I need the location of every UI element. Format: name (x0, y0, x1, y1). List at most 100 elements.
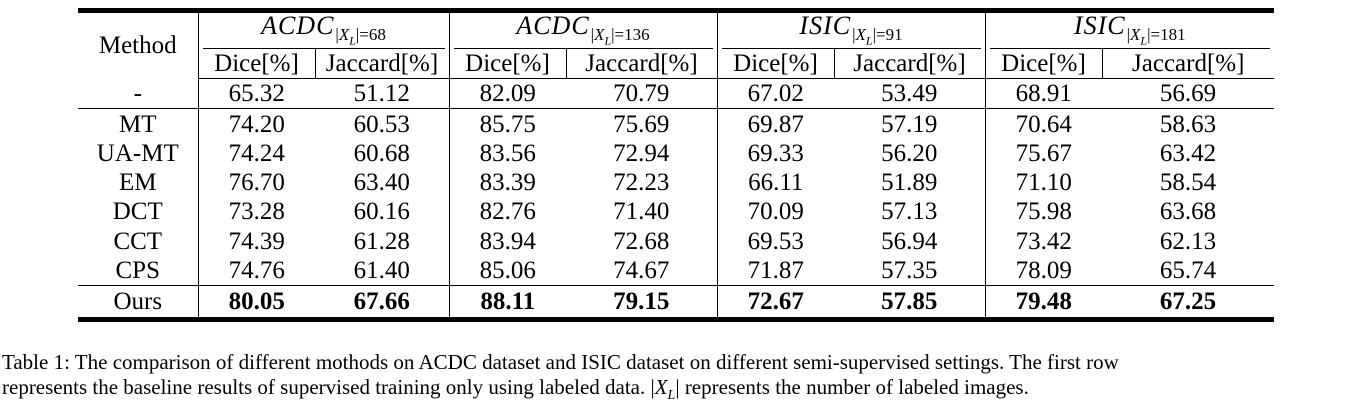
jaccard-cell: 58.54 (1159, 169, 1217, 197)
metric-header: Dice[%] (985, 49, 1103, 80)
method-cell: DCT (78, 197, 199, 227)
group-header: ACDC|XL|=136 (449, 8, 718, 50)
table-row: -65.32 51.12 82.09 70.79 67.02 53.49 68.91 56.6… (78, 78, 1274, 110)
dice-cell: 71.10 (1015, 169, 1072, 197)
dice-cell: 69.53 (747, 227, 804, 255)
group-header-row: Method ACDC|XL|=68 ACDC|XL|=136 ISIC|XL|… (78, 7, 1274, 79)
dice-cell: 74.24 (228, 139, 285, 167)
labeled-count: 68 (368, 25, 386, 44)
dice-cell: 83.39 (479, 169, 536, 197)
dice-cell: 73.28 (228, 198, 285, 226)
jaccard-cell: 65.74 (1159, 257, 1217, 285)
dice-cell: 83.94 (479, 227, 536, 255)
jaccard-cell: 51.12 (315, 78, 450, 110)
math-xl: |XL| (650, 375, 680, 404)
jaccard-cell: 53.49 (834, 78, 986, 110)
dice-cell: 85.06 (479, 257, 536, 285)
method-cell: - (78, 78, 199, 110)
dice-cell: 67.02 (717, 78, 834, 110)
dice-cell: 66.11 (748, 169, 804, 197)
jaccard-cell: 58.63 (1159, 110, 1217, 138)
metric-header-row: Dice[%] Jaccard[%] Dice[%] Jaccard[%] Di… (78, 49, 1274, 80)
dice-cell: 76.70 (228, 169, 285, 197)
table-row: CPS 74.76 61.40 85.06 74.67 71.87 57.35 78.09 65… (78, 255, 1274, 286)
method-cell: CPS (78, 255, 199, 286)
method-cell: EM (78, 167, 199, 198)
jaccard-cell: 57.13 (834, 197, 986, 227)
labeled-count: 136 (624, 25, 650, 44)
method-cell: UA-MT (78, 138, 199, 168)
metric-header: Dice[%] (717, 49, 835, 80)
jaccard-cell: 56.94 (834, 226, 986, 256)
table-row: MT 74.20 60.53 85.75 75.69 69.87 57.19 70.64 58.… (78, 108, 1274, 139)
dataset-name: ACDC (261, 11, 335, 40)
table-row: UA-MT 74.24 60.68 83.56 72.94 69.33 56.20 75.67… (78, 138, 1274, 168)
metric-header: Jaccard[%] (834, 49, 986, 80)
jaccard-cell: 72.94 (566, 138, 718, 168)
dataset-name: ISIC (799, 11, 852, 40)
table-row: CCT 74.39 61.28 83.94 72.68 69.53 56.94 73.42 62… (78, 226, 1274, 256)
jaccard-cell: 60.16 (315, 197, 450, 227)
dice-cell: 75.67 (1015, 139, 1072, 167)
group-header: ISIC|XL|=181 (985, 8, 1274, 50)
jaccard-cell: 57.19 (834, 108, 986, 139)
jaccard-cell: 56.20 (834, 138, 986, 168)
jaccard-cell: 57.85 (834, 285, 986, 323)
dice-cell: 80.05 (198, 285, 315, 323)
method-header: Method (78, 7, 199, 79)
jaccard-cell: 72.23 (566, 167, 718, 198)
dice-cell: 82.76 (479, 198, 536, 226)
jaccard-cell: 79.15 (566, 285, 718, 323)
dice-cell: 68.91 (985, 78, 1102, 110)
labeled-count: 181 (1160, 25, 1186, 44)
jaccard-cell: 63.40 (315, 167, 450, 198)
dice-cell: 70.64 (1015, 110, 1072, 138)
table-row: EM 76.70 63.40 83.39 72.23 66.11 51.89 71.10 58.… (78, 167, 1274, 198)
jaccard-cell: 71.40 (566, 197, 718, 227)
dice-cell: 71.87 (747, 257, 804, 285)
jaccard-cell: 51.89 (834, 167, 986, 198)
labeled-count: 91 (885, 25, 903, 44)
dice-cell: 78.09 (1015, 257, 1072, 285)
method-cell: CCT (78, 226, 199, 256)
table-row: Ours 80.05 67.66 88.11 79.15 72.67 57.85 79.48 6… (78, 285, 1274, 323)
jaccard-cell: 67.25 (1102, 285, 1274, 323)
jaccard-cell: 62.13 (1159, 227, 1217, 255)
jaccard-cell: 67.66 (315, 285, 450, 323)
jaccard-cell: 63.68 (1159, 198, 1217, 226)
dataset-name: ISIC (1073, 11, 1126, 40)
dice-cell: 82.09 (449, 78, 566, 110)
jaccard-cell: 57.35 (834, 255, 986, 286)
jaccard-cell: 60.68 (315, 138, 450, 168)
table-row: DCT 73.28 60.16 82.76 71.40 70.09 57.13 75.98 63… (78, 197, 1274, 227)
caption-line-2-start: represents the baseline results of super… (2, 375, 646, 399)
caption-line-2-end: represents the number of labeled images. (684, 375, 1029, 399)
caption-line-1: Table 1: The comparison of different mot… (2, 350, 1119, 374)
jaccard-cell: 70.79 (566, 78, 718, 110)
jaccard-cell: 61.28 (315, 226, 450, 256)
method-cell: MT (78, 108, 199, 139)
dice-cell: 72.67 (717, 285, 834, 323)
table-body: -65.32 51.12 82.09 70.79 67.02 53.49 68.91 56.6… (78, 78, 1274, 323)
jaccard-cell: 72.68 (566, 226, 718, 256)
metric-header: Jaccard[%] (315, 49, 450, 80)
jaccard-cell: 63.42 (1159, 139, 1217, 167)
dice-cell: 74.20 (228, 110, 285, 138)
comparison-table: Method ACDC|XL|=68 ACDC|XL|=136 ISIC|XL|… (78, 7, 1274, 323)
dice-cell: 74.39 (228, 227, 285, 255)
jaccard-cell: 56.69 (1102, 78, 1274, 110)
dice-cell: 73.42 (1015, 227, 1072, 255)
dice-cell: 79.48 (985, 285, 1102, 323)
metric-header: Dice[%] (449, 49, 567, 80)
metric-header: Jaccard[%] (566, 49, 718, 80)
jaccard-cell: 60.53 (315, 108, 450, 139)
metric-header: Dice[%] (198, 49, 316, 80)
dice-cell: 85.75 (479, 110, 536, 138)
jaccard-cell: 61.40 (315, 255, 450, 286)
dice-cell: 65.32 (198, 78, 315, 110)
dice-cell: 69.87 (747, 110, 804, 138)
dice-cell: 70.09 (747, 198, 804, 226)
dice-cell: 69.33 (747, 139, 804, 167)
dice-cell: 83.56 (479, 139, 536, 167)
jaccard-cell: 74.67 (566, 255, 718, 286)
